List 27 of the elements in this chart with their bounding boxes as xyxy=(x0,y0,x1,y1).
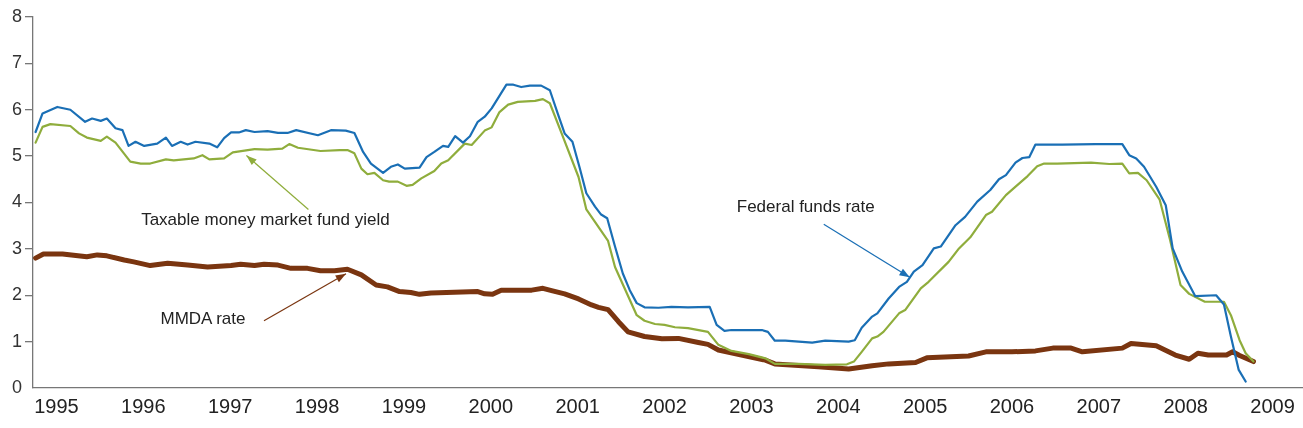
annotation: Federal funds rate xyxy=(736,197,875,217)
annotation: MMDA rate xyxy=(160,309,246,329)
x-tick-label: 2005 xyxy=(902,394,948,417)
y-tick-label: 3 xyxy=(11,237,22,258)
x-tick-label: 2003 xyxy=(729,394,774,417)
x-tick-label: 2008 xyxy=(1163,394,1208,417)
y-tick-label: 6 xyxy=(11,98,22,119)
x-tick-label: 1999 xyxy=(381,394,427,417)
y-tick-label: 8 xyxy=(11,5,22,26)
y-tick-label: 5 xyxy=(11,145,22,166)
x-tick-label: 1996 xyxy=(121,394,166,417)
x-tick-label: 2002 xyxy=(642,394,687,417)
x-tick-label: 2000 xyxy=(468,394,514,417)
y-tick-label: 4 xyxy=(11,191,22,212)
y-tick-label: 1 xyxy=(11,330,22,351)
x-tick-label: 1998 xyxy=(294,394,340,417)
x-tick-label: 1995 xyxy=(34,394,79,417)
x-tick-label: 2009 xyxy=(1250,394,1295,417)
x-tick-label: 2007 xyxy=(1076,394,1122,417)
y-tick-label: 2 xyxy=(11,284,22,305)
x-tick-label: 2006 xyxy=(989,394,1035,417)
x-tick-label: 2001 xyxy=(555,394,600,417)
y-tick-label: 0 xyxy=(11,376,22,397)
x-tick-label: 1997 xyxy=(207,394,253,417)
annotation: Taxable money market fund yield xyxy=(141,210,390,230)
y-tick-label: 7 xyxy=(11,52,22,73)
x-tick-label: 2004 xyxy=(816,394,861,417)
